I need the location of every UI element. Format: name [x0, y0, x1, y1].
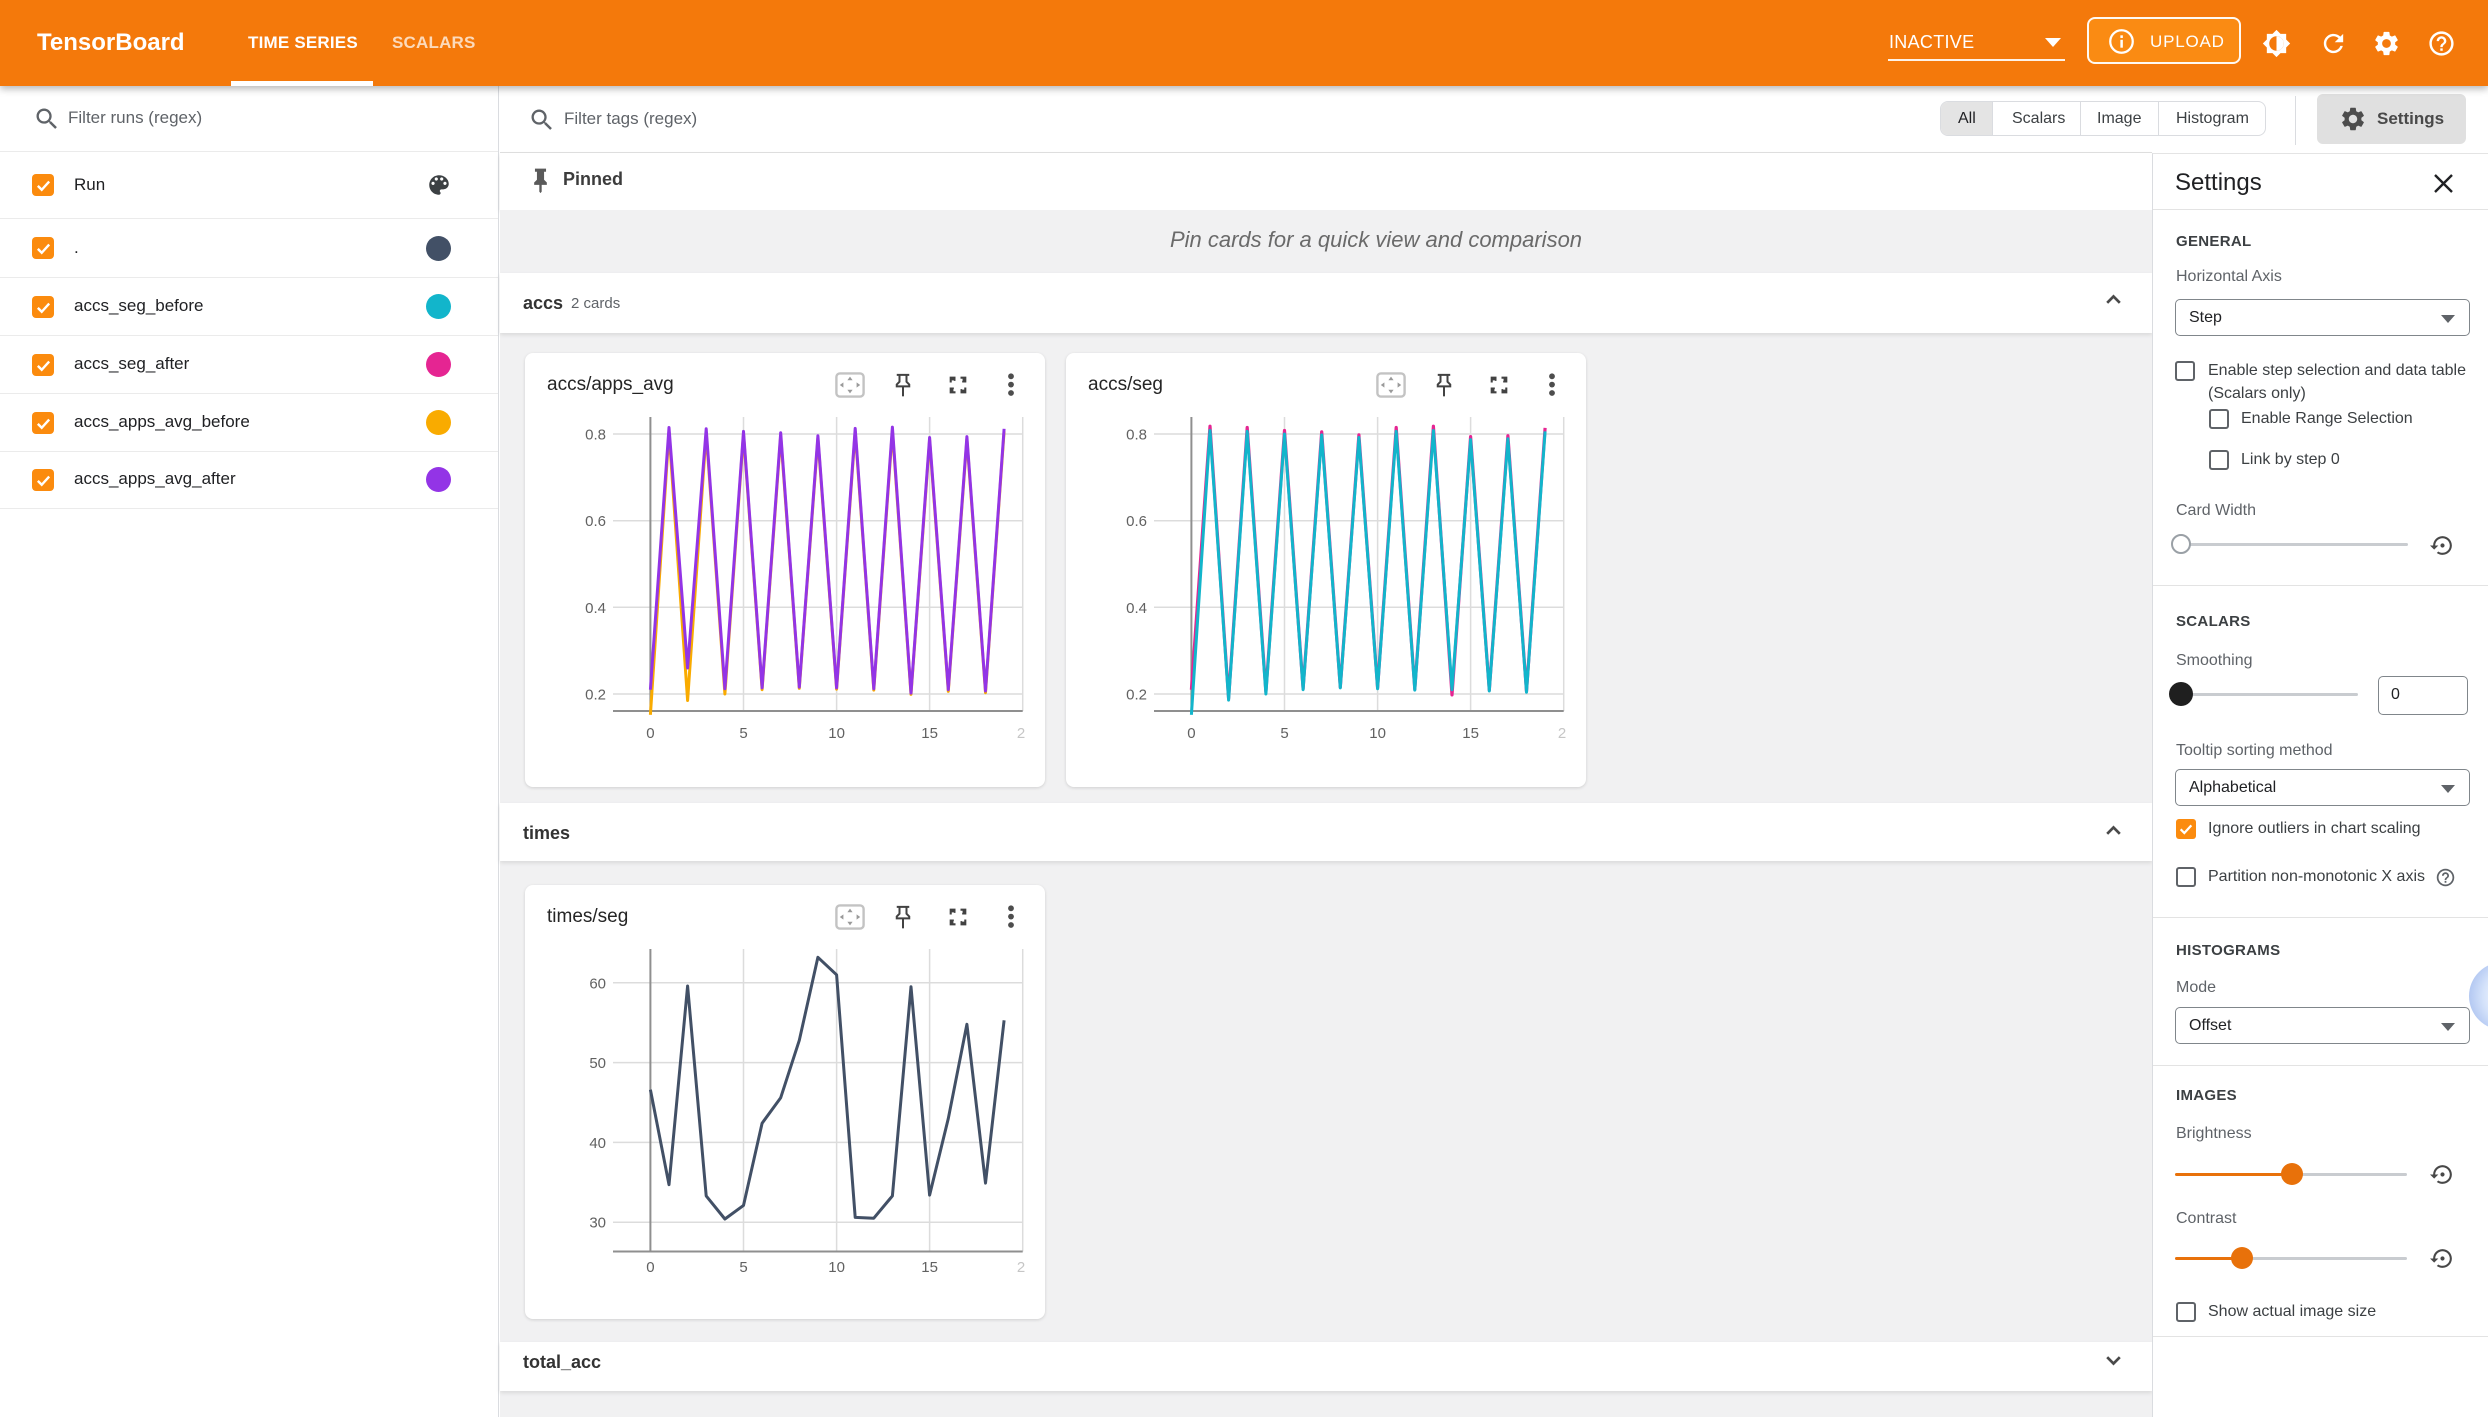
svg-text:0.2: 0.2	[1126, 687, 1147, 704]
svg-text:5: 5	[739, 725, 747, 742]
svg-text:0.4: 0.4	[1126, 600, 1147, 617]
svg-text:5: 5	[739, 1259, 747, 1276]
svg-text:60: 60	[589, 975, 606, 992]
svg-text:2: 2	[1017, 725, 1025, 742]
svg-text:15: 15	[921, 725, 938, 742]
svg-text:50: 50	[589, 1055, 606, 1072]
svg-text:0.2: 0.2	[585, 687, 606, 704]
svg-text:0.6: 0.6	[585, 513, 606, 530]
svg-text:0.4: 0.4	[585, 600, 606, 617]
svg-text:0: 0	[1187, 725, 1195, 742]
svg-text:0.8: 0.8	[585, 427, 606, 444]
svg-text:40: 40	[589, 1135, 606, 1152]
svg-text:30: 30	[589, 1215, 606, 1232]
svg-text:10: 10	[1369, 725, 1386, 742]
svg-text:0: 0	[646, 725, 654, 742]
svg-text:5: 5	[1280, 725, 1288, 742]
svg-text:15: 15	[1462, 725, 1479, 742]
svg-text:15: 15	[921, 1259, 938, 1276]
svg-text:0.8: 0.8	[1126, 427, 1147, 444]
svg-text:0: 0	[646, 1259, 654, 1276]
svg-text:10: 10	[828, 1259, 845, 1276]
svg-text:2: 2	[1558, 725, 1566, 742]
svg-text:0.6: 0.6	[1126, 513, 1147, 530]
svg-text:10: 10	[828, 725, 845, 742]
svg-text:2: 2	[1017, 1259, 1025, 1276]
